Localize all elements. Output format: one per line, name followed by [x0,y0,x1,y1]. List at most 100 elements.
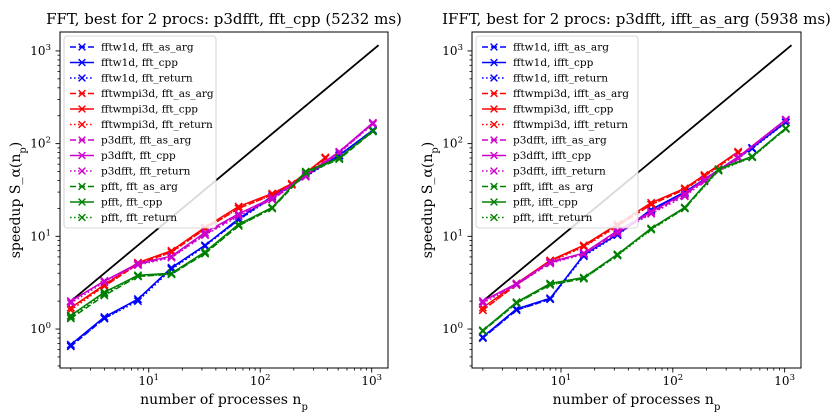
data-point [368,120,377,129]
y-tick-label: 101 [30,228,51,243]
data-point [734,152,743,161]
legend-entry: fftwmpi3d, fft_cpp [101,104,198,116]
legend-marker [490,198,498,206]
data-point [100,314,109,323]
series-line-11 [70,130,374,318]
data-point [66,297,75,306]
data-point [478,297,487,306]
legend-entry: fftwmpi3d, fft_as_arg [101,88,214,100]
chart-panel-fft: FFT, best for 2 procs: p3dfft, fft_cpp (… [8,10,402,413]
data-point [66,314,75,323]
legend-entry: fftwmpi3d, ifft_cpp [513,104,614,116]
data-point [268,204,277,213]
data-point [512,299,521,308]
legend-marker [78,120,86,129]
legend-marker [78,74,86,82]
data-point [321,154,330,163]
legend-box [63,35,217,229]
data-point [512,280,521,289]
legend-entry: pfft, ifft_as_arg [513,181,594,193]
y-tick-label: 100 [30,321,51,336]
data-point [335,154,344,163]
legend-entry: fftw1d, ifft_as_arg [513,42,609,54]
data-point [748,144,757,153]
legend-entry: pfft, ifft_return [513,212,593,224]
data-point [647,200,656,209]
legend-marker [78,198,86,206]
data-point [579,273,588,282]
chart-title: FFT, best for 2 procs: p3dfft, fft_cpp (… [46,10,402,28]
data-point [512,279,521,288]
data-point [100,288,109,297]
legend-entry: fftw1d, fft_as_arg [101,42,194,54]
y-tick-label: 102 [442,136,463,151]
legend-entry: p3dfft, fft_as_arg [101,135,192,147]
data-point [133,271,143,280]
data-point [680,192,689,201]
legend-entry: p3dfft, ifft_as_arg [513,135,607,147]
data-point [200,231,210,240]
legend-entry: p3dfft, ifft_return [513,166,606,178]
y-tick-label: 102 [30,136,51,151]
legend-marker [490,74,498,82]
data-point [579,250,588,259]
data-point [66,299,75,308]
legend-entry: fftw1d, ifft_cpp [513,57,594,69]
data-point [66,341,75,350]
data-point [613,250,622,259]
data-point [714,166,723,175]
data-point [478,299,487,308]
legend-marker [78,167,86,175]
data-point [748,153,757,162]
y-tick-label: 103 [442,43,463,58]
legend-marker [490,213,498,222]
data-point [647,198,656,207]
data-point [268,195,277,204]
legend-entry: pfft, ifft_cpp [513,197,578,209]
legend-entry: fftwmpi3d, fft_return [101,119,213,131]
axes-frame [471,31,802,369]
data-point [748,152,757,161]
data-point [167,270,176,279]
x-tick-label: 101 [551,373,572,388]
legend-marker [490,43,498,51]
data-point [546,259,555,268]
legend-entry: fftw1d, ifft_return [513,73,608,85]
legend-entry: fftw1d, fft_cpp [101,57,178,69]
data-point [680,204,689,213]
legend-marker [78,105,86,113]
x-tick-label: 103 [774,373,795,388]
data-point [66,311,75,320]
x-tick-label: 102 [250,373,271,388]
plot-area [66,44,380,351]
data-point [478,326,487,336]
legend-entry: fftw1d, fft_return [101,73,193,85]
data-point [234,221,243,230]
data-point [66,312,75,322]
data-point [133,259,143,268]
data-point [478,333,487,343]
data-point [301,168,310,177]
ideal-speedup-line [70,44,380,302]
data-point [100,289,109,298]
data-point [546,279,555,288]
data-point [368,118,377,127]
data-point [579,248,588,258]
data-point [546,257,555,267]
data-point [133,260,143,270]
data-point [234,220,243,229]
data-point [647,207,656,216]
legend-marker [490,58,498,67]
data-point [579,242,588,251]
data-point [781,116,790,125]
legend-marker [490,89,498,98]
data-point [613,251,622,260]
legend-entry: pfft, fft_as_arg [101,181,178,193]
series-line-7 [70,122,374,302]
legend-marker [490,151,498,160]
data-point [133,297,143,306]
data-point [66,340,75,349]
x-tick-label: 103 [361,373,382,388]
series-line-11 [482,128,787,332]
data-point [546,280,555,289]
